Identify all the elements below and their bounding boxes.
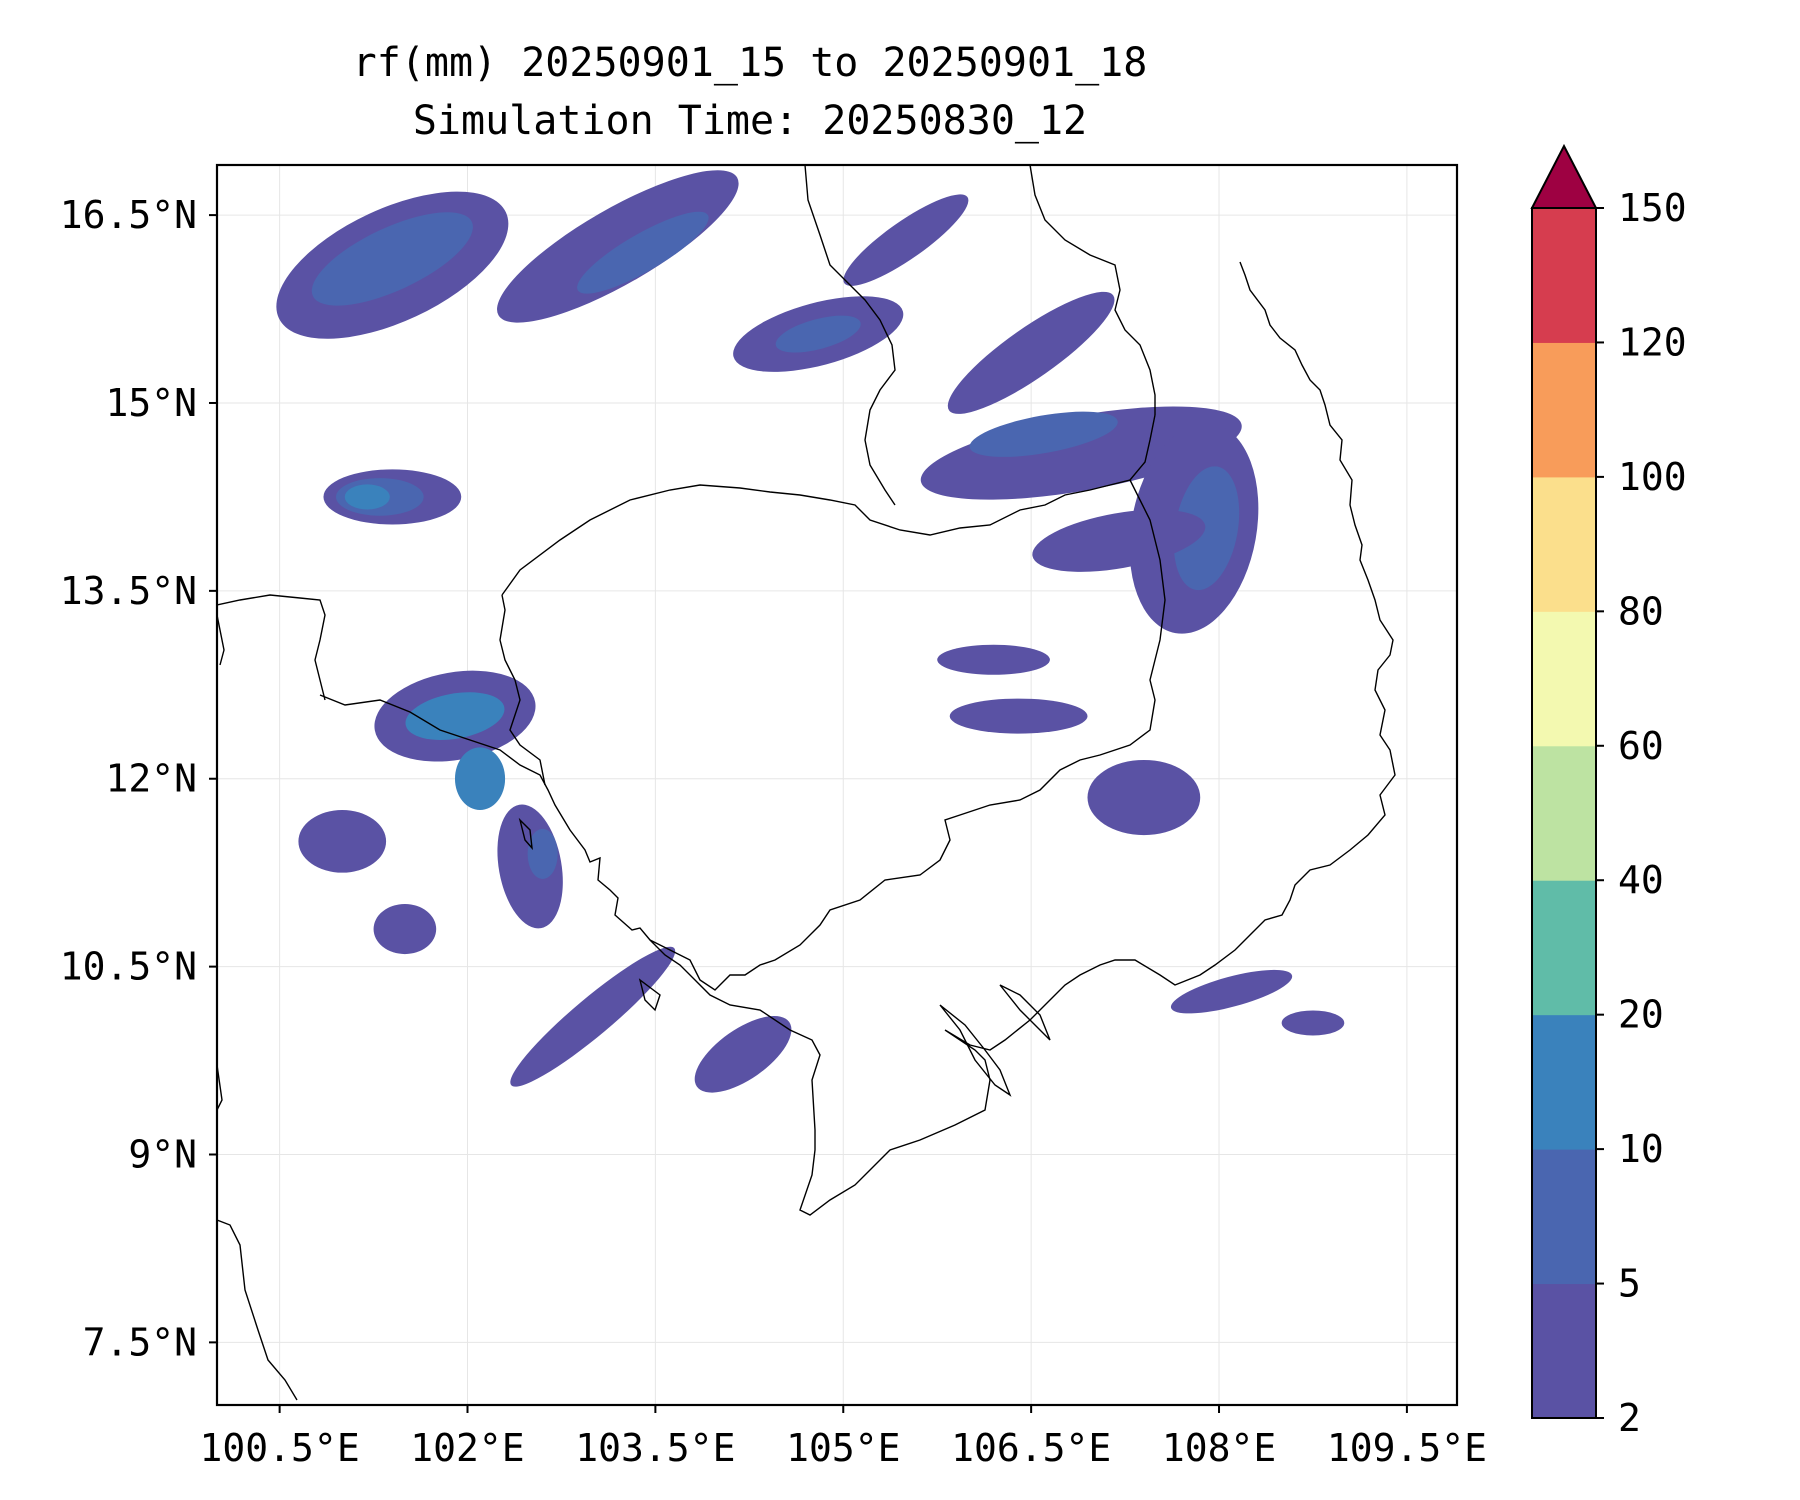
border-cambodia-thailand-west bbox=[499, 594, 546, 786]
delta-island-2 bbox=[999, 984, 1051, 1041]
rainfall-area bbox=[1032, 509, 1206, 572]
rainfall-area bbox=[373, 903, 437, 955]
lon-tick-label: 108°E bbox=[1162, 1426, 1276, 1470]
rainfall-area bbox=[454, 747, 506, 811]
rainfall-area bbox=[311, 212, 473, 306]
rainfall-area bbox=[527, 828, 558, 879]
lat-tick-label: 10.5°N bbox=[60, 945, 197, 989]
map-background bbox=[217, 165, 1457, 1405]
colorbar-tick-label: 10 bbox=[1618, 1127, 1664, 1171]
colorbar-tick-label: 120 bbox=[1618, 320, 1687, 364]
lat-tick-label: 12°N bbox=[105, 757, 197, 801]
rainfall-area bbox=[937, 644, 1050, 675]
lat-tick-label: 7.5°N bbox=[83, 1320, 197, 1364]
delta-island-1 bbox=[939, 1004, 1012, 1097]
colorbar-tick-label: 2 bbox=[1618, 1396, 1641, 1440]
lat-tick-label: 16.5°N bbox=[60, 193, 197, 237]
colorbar-tick-label: 5 bbox=[1618, 1262, 1641, 1306]
koh-kong-island bbox=[518, 817, 533, 851]
map-frame bbox=[215, 163, 1459, 1407]
lon-tick-label: 102°E bbox=[410, 1426, 524, 1470]
colorbar-frame bbox=[1531, 207, 1597, 1419]
coastline-borders bbox=[217, 165, 1396, 1401]
border-cambodia-vietnam bbox=[649, 479, 1166, 991]
rainfall-area bbox=[949, 698, 1088, 734]
colorbar-tick-label: 100 bbox=[1618, 455, 1687, 499]
rainfall-area bbox=[775, 315, 861, 353]
colorbar-segment bbox=[1532, 1283, 1596, 1419]
colorbar-tick-label: 60 bbox=[1618, 724, 1664, 768]
colorbar-segment bbox=[1532, 745, 1596, 881]
lat-tick-label: 13.5°N bbox=[60, 569, 197, 613]
lon-tick-label: 109.5°E bbox=[1327, 1426, 1487, 1470]
rainfall-area bbox=[577, 211, 709, 294]
rainfall-area bbox=[1281, 1010, 1345, 1036]
phu-quoc-island bbox=[638, 978, 661, 1012]
rainfall-area bbox=[1173, 466, 1240, 591]
lon-tick-label: 105°E bbox=[786, 1426, 900, 1470]
rainfall-area bbox=[947, 291, 1115, 414]
border-laos-vietnam bbox=[1029, 165, 1156, 415]
colorbar-segment bbox=[1532, 208, 1596, 343]
coastline-west bbox=[217, 614, 298, 1401]
coastline-gulf-east bbox=[319, 261, 1396, 1216]
colorbar-tick-label: 150 bbox=[1618, 186, 1687, 230]
rainfall-area bbox=[344, 484, 390, 510]
colorbar-extend-arrow bbox=[1530, 143, 1598, 209]
longitude-ticks: 100.5°E 102°E 103.5°E 105°E 106.5°E 108°E 109.… bbox=[200, 1405, 1487, 1470]
rainfall-area bbox=[969, 411, 1118, 457]
colorbar-segment bbox=[1532, 476, 1596, 612]
border-thai-west bbox=[217, 594, 326, 701]
rainfall-area bbox=[843, 194, 969, 286]
rainfall-area bbox=[1087, 759, 1201, 836]
colorbar-segment bbox=[1532, 1014, 1596, 1150]
colorbar-tick-label: 40 bbox=[1618, 858, 1664, 902]
gridlines bbox=[217, 165, 1457, 1405]
latitude-ticks: 16.5°N 15°N 13.5°N 12°N 10.5°N 9°N 7.5°N bbox=[60, 193, 217, 1364]
rainfall-area bbox=[920, 406, 1242, 500]
lon-tick-label: 103.5°E bbox=[575, 1426, 735, 1470]
lat-tick-label: 9°N bbox=[128, 1132, 197, 1176]
colorbar-tick-label: 20 bbox=[1618, 993, 1664, 1037]
rainfall-area bbox=[1170, 969, 1293, 1014]
colorbar-segment bbox=[1532, 611, 1596, 747]
lon-tick-label: 100.5°E bbox=[200, 1426, 360, 1470]
border-laos-thailand bbox=[804, 165, 896, 506]
map-subtitle: Simulation Time: 20250830_12 bbox=[412, 98, 1088, 144]
colorbar-segment bbox=[1532, 1149, 1596, 1285]
colorbar-segment bbox=[1532, 342, 1596, 478]
colorbar: 2 5 10 20 40 60 80 100 120 150 bbox=[1530, 143, 1687, 1440]
colorbar-tick-label: 80 bbox=[1618, 589, 1664, 633]
rainfall-area bbox=[510, 946, 676, 1087]
rainfall-area bbox=[298, 810, 387, 873]
border-cambodia-thailand bbox=[501, 414, 1156, 596]
map-title: rf(mm) 20250901_15 to 20250901_18 bbox=[352, 40, 1148, 86]
rainfall-contours bbox=[276, 170, 1345, 1093]
rainfall-area bbox=[694, 1016, 792, 1093]
colorbar-segment bbox=[1532, 880, 1596, 1016]
rainfall-area bbox=[405, 692, 505, 740]
lon-tick-label: 106.5°E bbox=[951, 1426, 1111, 1470]
lat-tick-label: 15°N bbox=[105, 381, 197, 425]
